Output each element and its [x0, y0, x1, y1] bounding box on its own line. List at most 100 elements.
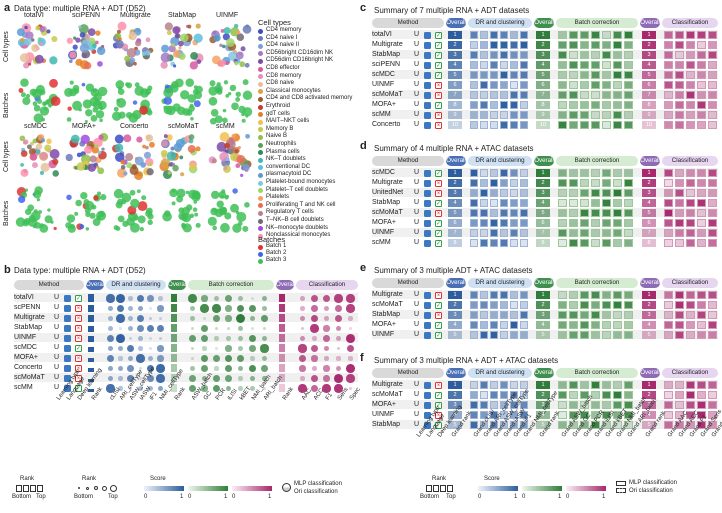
score-circle [127, 305, 134, 312]
score-circle [107, 375, 114, 382]
umap-point [40, 162, 50, 172]
umap-point [95, 110, 105, 119]
umap-point [64, 87, 74, 97]
umap-point [195, 146, 201, 152]
score-bar [558, 219, 567, 227]
score-bar [558, 311, 567, 319]
score-bar [558, 381, 567, 389]
learning-type: U [54, 364, 60, 371]
score-bar [580, 219, 589, 227]
score-circle [107, 345, 114, 352]
umap-point [49, 56, 58, 65]
score-bar [613, 169, 622, 177]
legend-label: CD56dim CD16bright NK [266, 57, 334, 64]
gradient-tick: 1 [180, 494, 184, 500]
score-bar [520, 301, 528, 309]
learning-type: U [414, 229, 420, 236]
umap-point [69, 80, 74, 85]
umap-point [87, 163, 97, 172]
score-bar [490, 101, 498, 109]
score-bar [580, 381, 589, 389]
umap-point [245, 114, 249, 118]
score-bar [490, 31, 498, 39]
check-icon: ✓ [435, 332, 442, 339]
header-method: Method [14, 280, 84, 290]
score-bar [500, 239, 508, 247]
score-bar [520, 179, 528, 187]
score-bar [500, 111, 508, 119]
score-bar [697, 321, 706, 329]
score-circle [261, 335, 268, 342]
umap-point [220, 222, 230, 233]
score-bar [664, 101, 673, 109]
score-bar [569, 401, 578, 409]
umap-point [92, 88, 97, 93]
score-bar [664, 391, 673, 399]
umap-point [53, 226, 57, 231]
rank-cell: 2 [642, 41, 656, 49]
rank-cell: 1 [642, 381, 656, 389]
score-circle [148, 306, 153, 311]
umap-point [145, 209, 153, 218]
umap-point [188, 138, 194, 144]
learning-type: U [414, 411, 420, 418]
umap-point [137, 215, 146, 224]
rank-cell: 4 [642, 411, 656, 419]
umap-point [70, 134, 80, 144]
score-bar [602, 51, 611, 59]
legend-label: NK–monocyte doublets [266, 224, 329, 231]
score-bar [510, 321, 518, 329]
rank-cell: 5 [642, 209, 656, 217]
umap-point [85, 227, 90, 231]
umap-point [178, 52, 186, 60]
header-batch-correction: Batch correction [188, 280, 274, 290]
score-circle [201, 295, 208, 302]
umap-point [218, 59, 226, 67]
umap-point [188, 105, 195, 112]
language-icon [424, 422, 431, 429]
rank-bar [171, 314, 177, 322]
score-bar [708, 391, 717, 399]
score-bar [558, 331, 567, 339]
umap-point [187, 94, 197, 103]
rank-bar [88, 336, 94, 342]
learning-type: U [414, 401, 420, 408]
rank-cell: 1 [642, 31, 656, 39]
score-bar [591, 41, 600, 49]
score-bar [613, 301, 622, 309]
umap-point [144, 145, 149, 150]
method-name: MOFA+ [14, 354, 38, 361]
legend-f-bottom: Bottom [420, 494, 440, 500]
umap-point [75, 199, 82, 207]
score-circle [202, 346, 207, 351]
score-bar [520, 311, 528, 319]
score-bar [675, 189, 684, 197]
score-bar [480, 321, 488, 329]
score-bar [602, 301, 611, 309]
score-circle [323, 345, 330, 352]
umap-point [95, 40, 99, 45]
umap-point [223, 27, 231, 35]
score-bar [490, 169, 498, 177]
score-bar [613, 239, 622, 247]
score-circle [107, 305, 114, 312]
legend-label: Naive B [266, 133, 288, 140]
learning-type: U [414, 121, 420, 128]
legend-label: CD8 naive [266, 80, 295, 87]
umap-point [39, 26, 46, 33]
score-bar [470, 31, 478, 39]
score-bar [480, 411, 488, 419]
table-row [372, 330, 718, 339]
umap-point [179, 155, 184, 160]
score-bar [664, 199, 673, 207]
score-bar [480, 199, 488, 207]
score-bar [558, 401, 567, 409]
score-bar [558, 291, 567, 299]
umap-point [195, 23, 201, 29]
score-bar [624, 301, 633, 309]
mlp-ori-circle [282, 483, 291, 492]
language-icon [64, 375, 71, 382]
score-bar [569, 331, 578, 339]
table-row [372, 110, 718, 119]
rank-bar [88, 357, 94, 362]
